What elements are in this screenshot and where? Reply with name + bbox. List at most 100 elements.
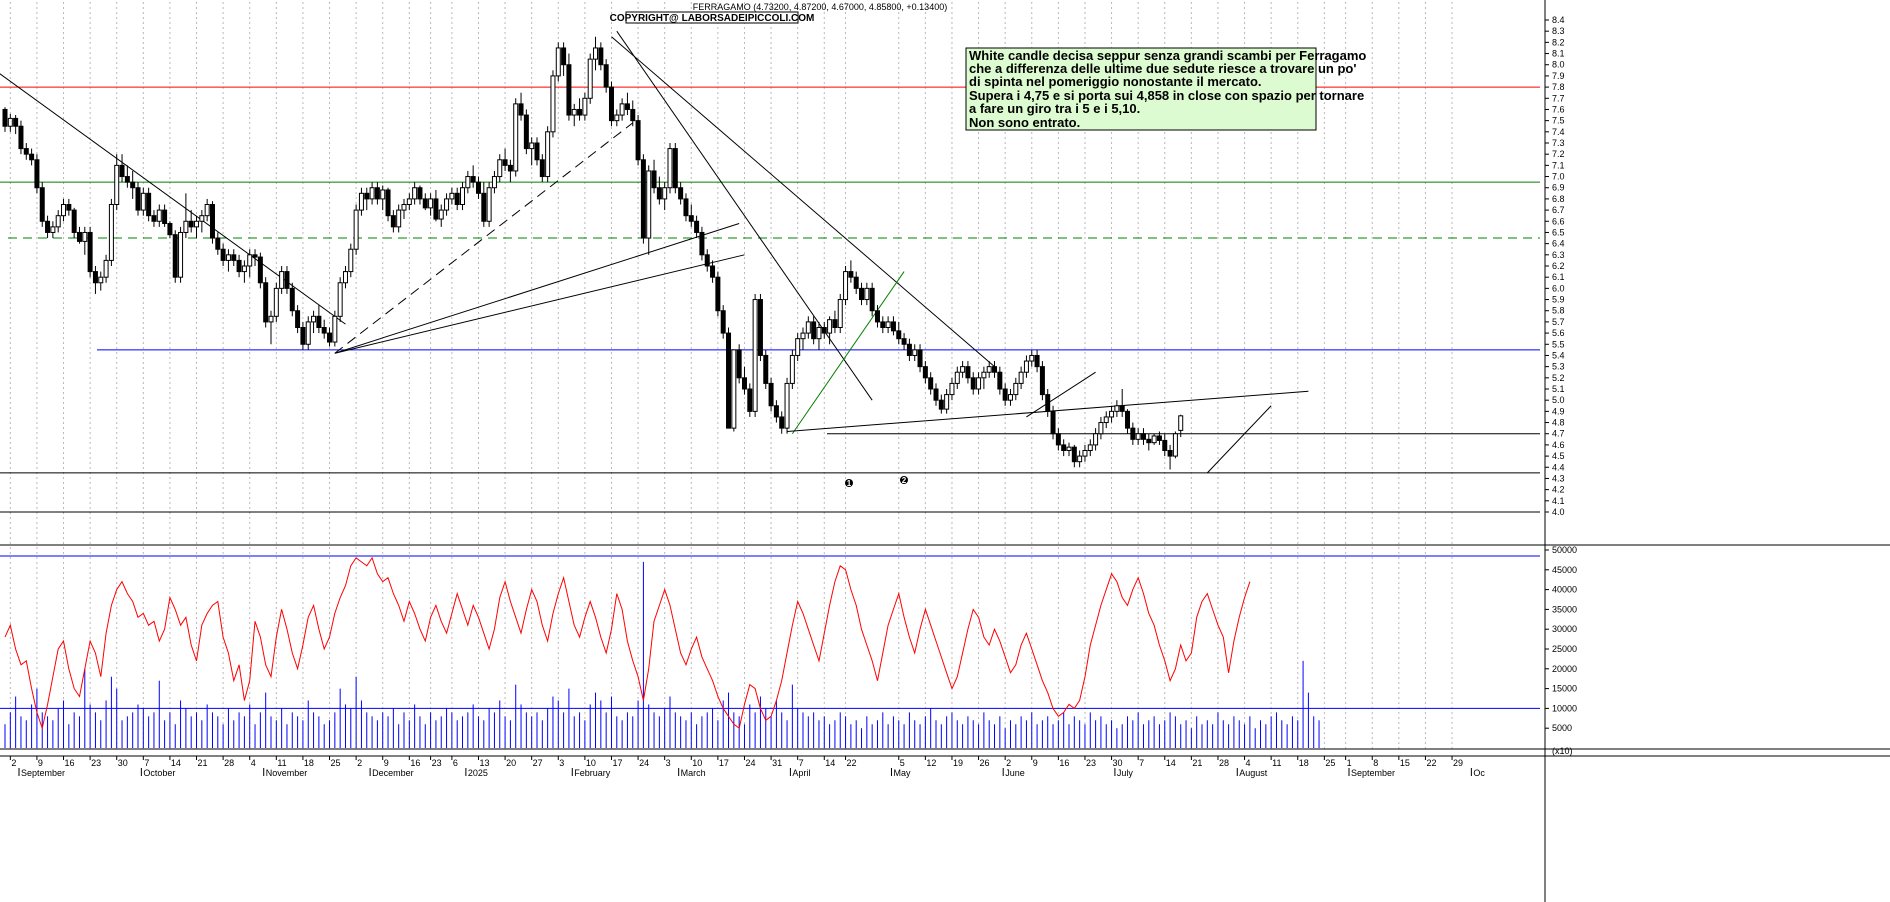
- candle-body-down: [29, 153, 35, 161]
- candle-body-up: [752, 299, 758, 412]
- price-tick-label: 6.0: [1552, 283, 1565, 293]
- marker-2-circle: [900, 476, 908, 484]
- candle-body-up: [342, 271, 348, 284]
- candle-body-up: [268, 315, 274, 323]
- annotation-box: White candle decisa seppur senza grandi …: [965, 47, 1366, 131]
- price-axis: 8.48.38.28.18.07.97.87.77.67.57.47.37.27…: [1545, 15, 1565, 517]
- candle-body-down: [630, 108, 636, 122]
- month-label: May: [893, 768, 911, 778]
- candle-body-up: [954, 371, 960, 384]
- candle-body-down: [507, 164, 513, 172]
- date-tick-label: 3: [666, 758, 671, 768]
- month-label: March: [681, 768, 706, 778]
- candle-body-down: [124, 176, 130, 183]
- candle-body-up: [614, 114, 620, 122]
- candle-body-down: [773, 405, 779, 418]
- date-tick-label: 9: [38, 758, 43, 768]
- candle-body-down: [720, 310, 726, 334]
- date-tick-label: 18: [304, 758, 314, 768]
- candle-body-down: [390, 215, 396, 228]
- candle-body-up: [619, 103, 625, 116]
- candle-body-down: [832, 319, 838, 329]
- candle-body-down: [130, 181, 136, 189]
- candle-body-down: [236, 259, 242, 273]
- trendline: [611, 36, 995, 368]
- candle-body-up: [156, 209, 162, 222]
- volume-tick-label: 10000: [1552, 703, 1577, 713]
- candle-body-up: [662, 187, 668, 200]
- volume-tick-label: 40000: [1552, 585, 1577, 595]
- candle-body-up: [460, 187, 466, 206]
- candle-body-up: [305, 321, 311, 345]
- candle-body-down: [917, 349, 923, 368]
- price-tick-label: 5.5: [1552, 339, 1565, 349]
- price-tick-label: 5.3: [1552, 362, 1565, 372]
- candle-body-down: [502, 159, 508, 166]
- candle-body-down: [87, 231, 93, 273]
- candle-body-up: [108, 204, 114, 261]
- candlesticks: [2, 36, 1184, 470]
- candle-body-down: [901, 338, 907, 345]
- candle-body-down: [640, 159, 646, 239]
- candle-body-down: [1125, 410, 1131, 429]
- candle-body-up: [827, 319, 833, 334]
- candle-body-down: [848, 271, 854, 278]
- price-tick-label: 6.9: [1552, 183, 1565, 193]
- candle-body-down: [710, 265, 716, 278]
- candle-body-down: [970, 377, 976, 390]
- candle-body-up: [199, 215, 205, 222]
- candle-body-down: [534, 142, 540, 161]
- candle-body-down: [327, 332, 333, 343]
- month-label: April: [792, 768, 810, 778]
- candle-body-up: [50, 226, 56, 233]
- date-tick-label: 2: [11, 758, 16, 768]
- candle-body-up: [412, 187, 418, 200]
- price-tick-label: 5.1: [1552, 384, 1565, 394]
- candle-body-down: [385, 189, 391, 217]
- candle-body-down: [859, 287, 865, 301]
- candle-body-down: [257, 256, 263, 284]
- price-tick-label: 6.4: [1552, 239, 1565, 249]
- month-label: Oc: [1473, 768, 1485, 778]
- candle-body-up: [194, 220, 200, 228]
- date-tick-label: 30: [1113, 758, 1123, 768]
- price-tick-label: 4.6: [1552, 440, 1565, 450]
- candle-body-up: [204, 204, 210, 217]
- date-tick-label: 7: [799, 758, 804, 768]
- candle-body-down: [726, 332, 732, 429]
- candle-body-down: [997, 371, 1003, 390]
- date-tick-label: 5: [900, 758, 905, 768]
- candle-body-down: [992, 366, 998, 373]
- candle-body-down: [779, 416, 785, 429]
- price-tick-label: 8.0: [1552, 60, 1565, 70]
- date-tick-label: 13: [479, 758, 489, 768]
- price-tick-label: 7.7: [1552, 93, 1565, 103]
- candle-body-up: [225, 254, 231, 261]
- candle-body-down: [23, 148, 29, 155]
- candle-body-up: [1077, 455, 1083, 463]
- date-tick-label: 7: [144, 758, 149, 768]
- candle-body-up: [1082, 450, 1088, 457]
- date-tick-label: 16: [410, 758, 420, 768]
- date-tick-label: 20: [506, 758, 516, 768]
- candle-body-down: [300, 327, 306, 345]
- volume-tick-label: 50000: [1552, 545, 1577, 555]
- candle-body-up: [353, 209, 359, 250]
- date-tick-label: 3: [559, 758, 564, 768]
- candle-body-up: [401, 204, 407, 211]
- candle-body-up: [1093, 433, 1099, 446]
- candle-body-down: [422, 198, 428, 209]
- oscillator-series: [4, 556, 1251, 731]
- date-axis: 2 9 16 23 30 7 14 21 28 4 11 18 25 2 9 16 23 6 13 20 27 3 10 17…: [9, 756, 1485, 778]
- candle-body-down: [295, 310, 301, 328]
- annotation-line: Non sono entrato.: [969, 115, 1080, 130]
- candle-body-down: [45, 220, 51, 233]
- candle-body-down: [188, 220, 194, 228]
- candle-body-down: [470, 176, 476, 183]
- trendline: [334, 223, 740, 354]
- annotation-line: che a differenza delle ultime due sedute…: [969, 61, 1356, 76]
- candle-body-up: [241, 265, 247, 273]
- price-tick-label: 8.2: [1552, 37, 1565, 47]
- candle-body-up: [885, 321, 891, 328]
